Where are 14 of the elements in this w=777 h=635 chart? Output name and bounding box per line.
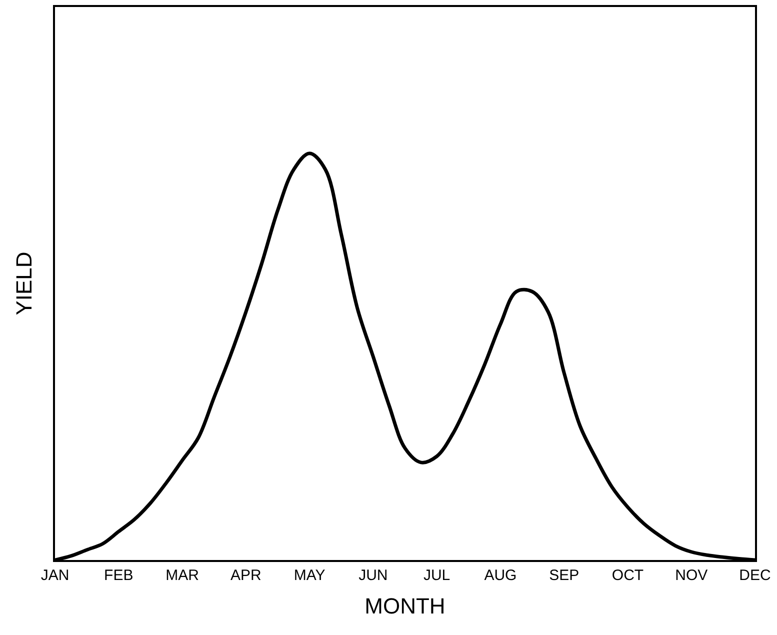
x-tick-label: JUL bbox=[423, 567, 450, 584]
x-tick-label: MAY bbox=[294, 567, 326, 584]
x-tick-label: APR bbox=[230, 567, 262, 584]
x-tick-label: SEP bbox=[549, 567, 580, 584]
x-axis-title: MONTH bbox=[364, 593, 446, 618]
x-tick-label: JAN bbox=[40, 567, 70, 584]
x-tick-label: JUN bbox=[358, 567, 388, 584]
x-tick-label: NOV bbox=[675, 567, 708, 584]
y-axis-title: YIELD bbox=[11, 252, 36, 316]
x-tick-label: MAR bbox=[166, 567, 200, 584]
x-tick-label: DEC bbox=[739, 567, 771, 584]
x-tick-label: AUG bbox=[484, 567, 517, 584]
x-tick-label: OCT bbox=[612, 567, 644, 584]
x-tick-label: FEB bbox=[104, 567, 134, 584]
